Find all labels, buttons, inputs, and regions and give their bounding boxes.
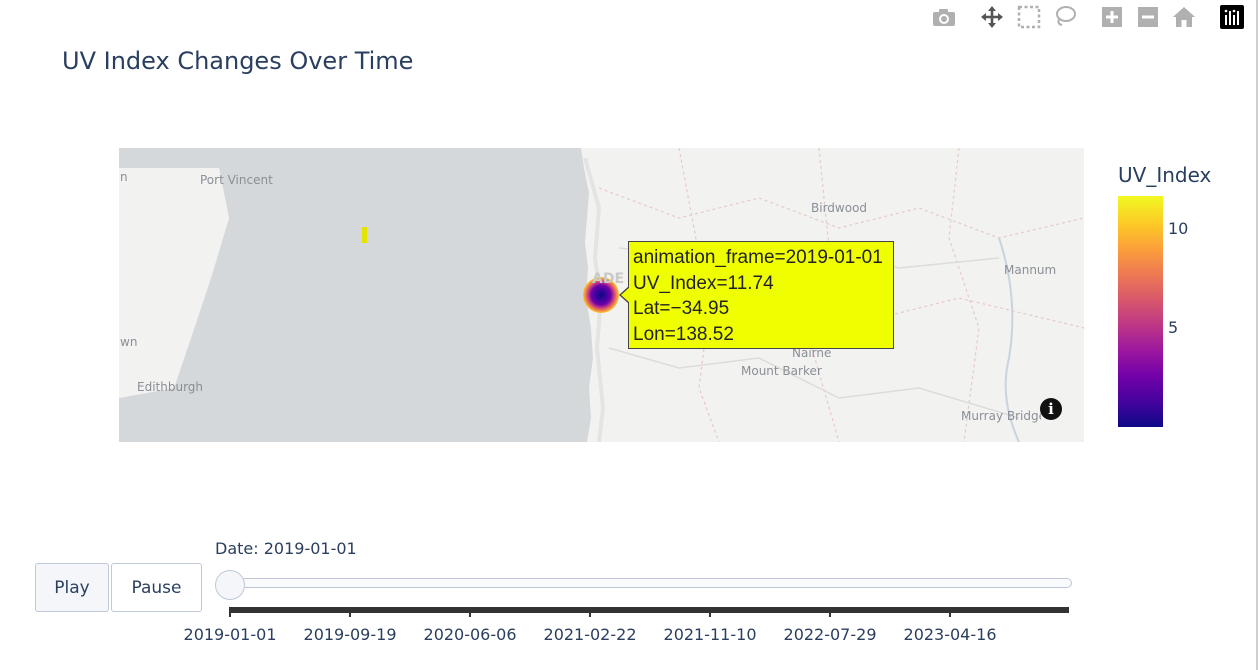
info-icon[interactable]: i: [1040, 398, 1062, 420]
map-label-nairne: Nairne: [792, 346, 832, 360]
slider-current-label: Date: 2019-01-01: [215, 539, 357, 558]
tooltip-uv-index: UV_Index=11.74: [633, 272, 774, 294]
camera-icon[interactable]: [931, 4, 957, 30]
map-marker-small: [362, 227, 367, 243]
slider-tick: [469, 607, 471, 617]
tooltip-lon: Lon=138.52: [633, 323, 734, 345]
play-button[interactable]: Play: [35, 563, 109, 612]
map-area[interactable]: [119, 148, 1084, 442]
map-label-wn: wn: [120, 335, 138, 349]
map-label-n: n: [120, 170, 128, 184]
slider-rail[interactable]: [230, 578, 1072, 588]
tooltip-frame: animation_frame=2019-01-01: [633, 247, 883, 268]
lasso-icon[interactable]: [1052, 4, 1078, 30]
colorbar-tick-5: 5: [1168, 318, 1179, 337]
colorbar-title: UV_Index: [1118, 163, 1212, 187]
slider-handle[interactable]: [215, 570, 245, 600]
gulf-water: [119, 148, 593, 442]
zoom-in-icon[interactable]: [1099, 4, 1125, 30]
hover-tooltip: animation_frame=2019-01-01 UV_Index=11.7…: [619, 241, 894, 349]
map-label-port-vincent: Port Vincent: [200, 173, 273, 187]
map-label-murray-bridge: Murray Bridge: [961, 409, 1041, 423]
plotly-logo-icon[interactable]: [1219, 4, 1245, 30]
map-label-adelaide: ADE: [592, 271, 625, 287]
slider-tick: [589, 607, 591, 617]
slider-tick-label[interactable]: 2019-09-19: [303, 625, 397, 644]
slider-tick-label[interactable]: 2023-04-16: [903, 625, 997, 644]
home-icon[interactable]: [1171, 4, 1197, 30]
map-label-edithburgh: Edithburgh: [137, 380, 204, 394]
slider-tick-label[interactable]: 2021-02-22: [543, 625, 637, 644]
slider-tick-label[interactable]: 2020-06-06: [423, 625, 517, 644]
colorbar-tick-10: 10: [1168, 219, 1189, 238]
pause-button[interactable]: Pause: [111, 563, 202, 612]
slider-tick-bar: [230, 607, 1069, 613]
map-basemap: [119, 148, 1084, 442]
map-label-mannum: Mannum: [1004, 263, 1057, 277]
map-label-birdwood: Birdwood: [811, 201, 868, 215]
slider-tick: [349, 607, 351, 617]
slider-tick: [709, 607, 711, 617]
pan-icon[interactable]: [979, 4, 1005, 30]
slider-tick: [829, 607, 831, 617]
slider-tick: [949, 607, 951, 617]
chart-title: UV Index Changes Over Time: [62, 47, 414, 75]
colorbar: [1118, 196, 1163, 427]
box-select-icon[interactable]: [1016, 4, 1042, 30]
tooltip-lat: Lat=−34.95: [633, 298, 730, 319]
data-point[interactable]: [583, 277, 619, 313]
slider-tick: [229, 607, 231, 617]
slider-tick-label[interactable]: 2019-01-01: [183, 625, 277, 644]
zoom-out-icon[interactable]: [1135, 4, 1161, 30]
map-label-mount-barker: Mount Barker: [741, 364, 822, 378]
slider-tick-label[interactable]: 2022-07-29: [783, 625, 877, 644]
page-scrollbar[interactable]: [1256, 0, 1258, 670]
slider-tick-label[interactable]: 2021-11-10: [663, 625, 757, 644]
